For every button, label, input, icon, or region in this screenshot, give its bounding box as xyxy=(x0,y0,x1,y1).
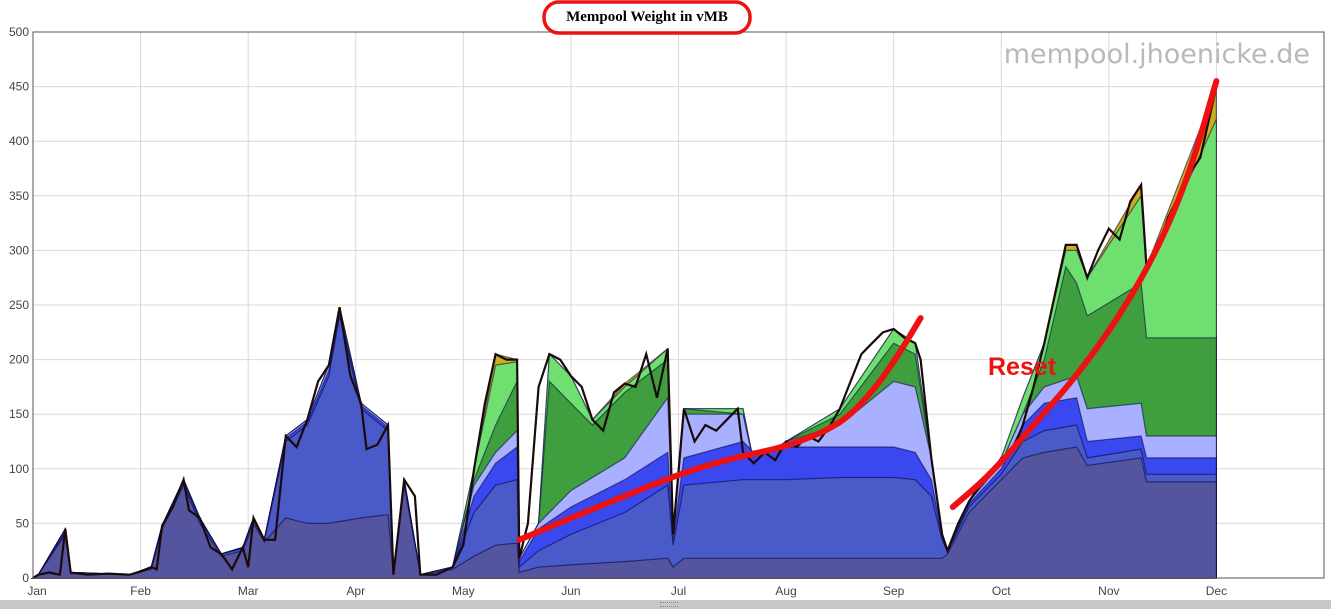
x-tick-label: May xyxy=(452,584,475,598)
axis-labels: 0 50 100 150 200 250 300 350 400 450 500 Jan Feb Mar A… xyxy=(9,25,1227,598)
x-tick-label: Jun xyxy=(561,584,580,598)
x-tick-label: Apr xyxy=(346,584,365,598)
y-tick-label: 0 xyxy=(22,571,29,585)
horizontal-scrollbar[interactable] xyxy=(0,600,1331,609)
area-bands xyxy=(30,86,1217,579)
y-tick-label: 250 xyxy=(9,298,29,312)
trend-line xyxy=(516,315,924,543)
x-tick-label: Dec xyxy=(1206,584,1227,598)
area-band xyxy=(30,446,1217,579)
trend-line xyxy=(949,78,1220,510)
x-tick-label: Jul xyxy=(671,584,686,598)
title-frame xyxy=(542,0,752,35)
reset-annotation: Reset xyxy=(988,353,1057,381)
x-tick-label: Feb xyxy=(130,584,151,598)
y-tick-label: 150 xyxy=(9,407,29,421)
x-tick-label: Aug xyxy=(775,584,796,598)
y-tick-label: 300 xyxy=(9,243,29,257)
y-tick-label: 50 xyxy=(16,516,30,530)
scroll-grip-icon[interactable] xyxy=(660,602,678,607)
x-tick-label: Sep xyxy=(883,584,905,598)
x-tick-label: Nov xyxy=(1098,584,1119,598)
y-tick-label: 450 xyxy=(9,80,29,94)
x-tick-label: Oct xyxy=(992,584,1011,598)
y-tick-label: 400 xyxy=(9,134,29,148)
y-tick-label: 200 xyxy=(9,353,29,367)
trend-lines xyxy=(516,78,1220,543)
x-tick-label: Jan xyxy=(27,584,46,598)
x-tick-label: Mar xyxy=(238,584,259,598)
chart-title: Mempool Weight in vMB xyxy=(566,9,728,25)
y-tick-label: 500 xyxy=(9,25,29,39)
watermark: mempool.jhoenicke.de xyxy=(1004,39,1310,70)
y-tick-label: 350 xyxy=(9,189,29,203)
y-tick-label: 100 xyxy=(9,462,29,476)
